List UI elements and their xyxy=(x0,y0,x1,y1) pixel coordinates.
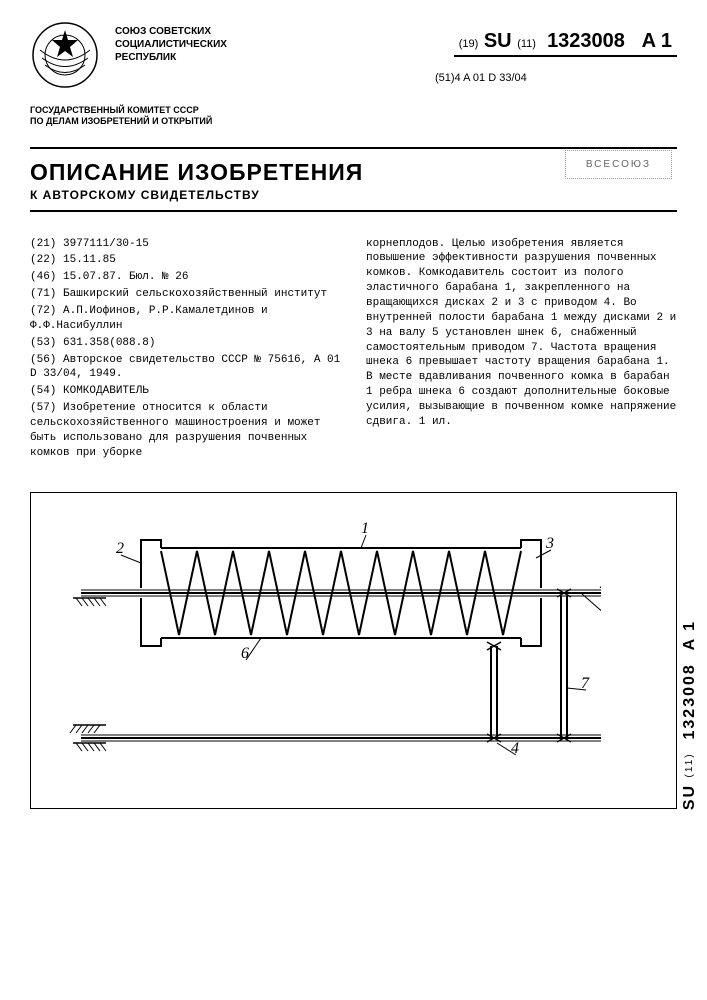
doc-number-block: (19) SU (11) 1323008 A 1 (51)4 A 01 D 33… xyxy=(255,20,677,84)
field-53: (53) 631.358(088.8) xyxy=(30,336,341,351)
drawing-svg: 1235674 xyxy=(61,518,601,778)
right-column: корнеплодов. Целью изобретения является … xyxy=(366,237,677,463)
field-72: (72) А.П.Иофинов, Р.Р.Камалетдинов и Ф.Ф… xyxy=(30,304,341,334)
field-54: (54) КОМКОДАВИТЕЛЬ xyxy=(30,384,341,399)
field-71: (71) Башкирский сельскохозяйственный инс… xyxy=(30,287,341,302)
v-sub: (11) xyxy=(684,752,695,777)
ipc-code: A 01 D 33/04 xyxy=(463,72,527,84)
svg-text:1: 1 xyxy=(361,520,369,537)
country-code: SU xyxy=(484,30,512,52)
left-column: (21) 3977111/30-15 (22) 15.11.85 (46) 15… xyxy=(30,237,341,463)
committee-text: ГОСУДАРСТВЕННЫЙ КОМИТЕТ СССР ПО ДЕЛАМ ИЗ… xyxy=(30,105,677,127)
field-22: (22) 15.11.85 xyxy=(30,253,341,268)
ussr-emblem xyxy=(30,20,100,90)
field-46: (46) 15.07.87. Бюл. № 26 xyxy=(30,270,341,285)
field-21: (21) 3977111/30-15 xyxy=(30,237,341,252)
doc-number: 1323008 xyxy=(547,30,625,52)
title-sub: К АВТОРСКОМУ СВИДЕТЕЛЬСТВУ xyxy=(30,188,677,202)
header-row: СОЮЗ СОВЕТСКИХ СОЦИАЛИСТИЧЕСКИХ РЕСПУБЛИ… xyxy=(30,20,677,90)
number-prefix: (11) xyxy=(517,38,536,50)
country-prefix: (19) xyxy=(459,38,479,50)
svg-text:3: 3 xyxy=(545,535,554,552)
doc-kind: A 1 xyxy=(642,30,672,52)
field-57: (57) Изобретение относится к области сел… xyxy=(30,401,341,460)
v-kind: A 1 xyxy=(681,620,698,650)
technical-drawing: 1235674 xyxy=(30,492,677,809)
body-columns: (21) 3977111/30-15 (22) 15.11.85 (46) 15… xyxy=(30,237,677,463)
v-country: SU xyxy=(681,784,698,810)
vertical-doc-label: SU (11) 1323008 A 1 xyxy=(681,620,699,810)
emblem-icon xyxy=(30,20,100,90)
svg-text:2: 2 xyxy=(116,540,124,557)
ipc-prefix: (51)4 xyxy=(435,72,461,84)
v-number: 1323008 xyxy=(681,663,698,739)
ipc-line: (51)4 A 01 D 33/04 xyxy=(255,72,677,84)
abstract-continued: корнеплодов. Целью изобретения является … xyxy=(366,237,677,430)
library-stamp: ВСЕСОЮЗ xyxy=(565,150,672,179)
union-text: СОЮЗ СОВЕТСКИХ СОЦИАЛИСТИЧЕСКИХ РЕСПУБЛИ… xyxy=(115,20,255,64)
field-56: (56) Авторское свидетельство СССР № 7561… xyxy=(30,353,341,383)
svg-text:6: 6 xyxy=(241,645,249,662)
